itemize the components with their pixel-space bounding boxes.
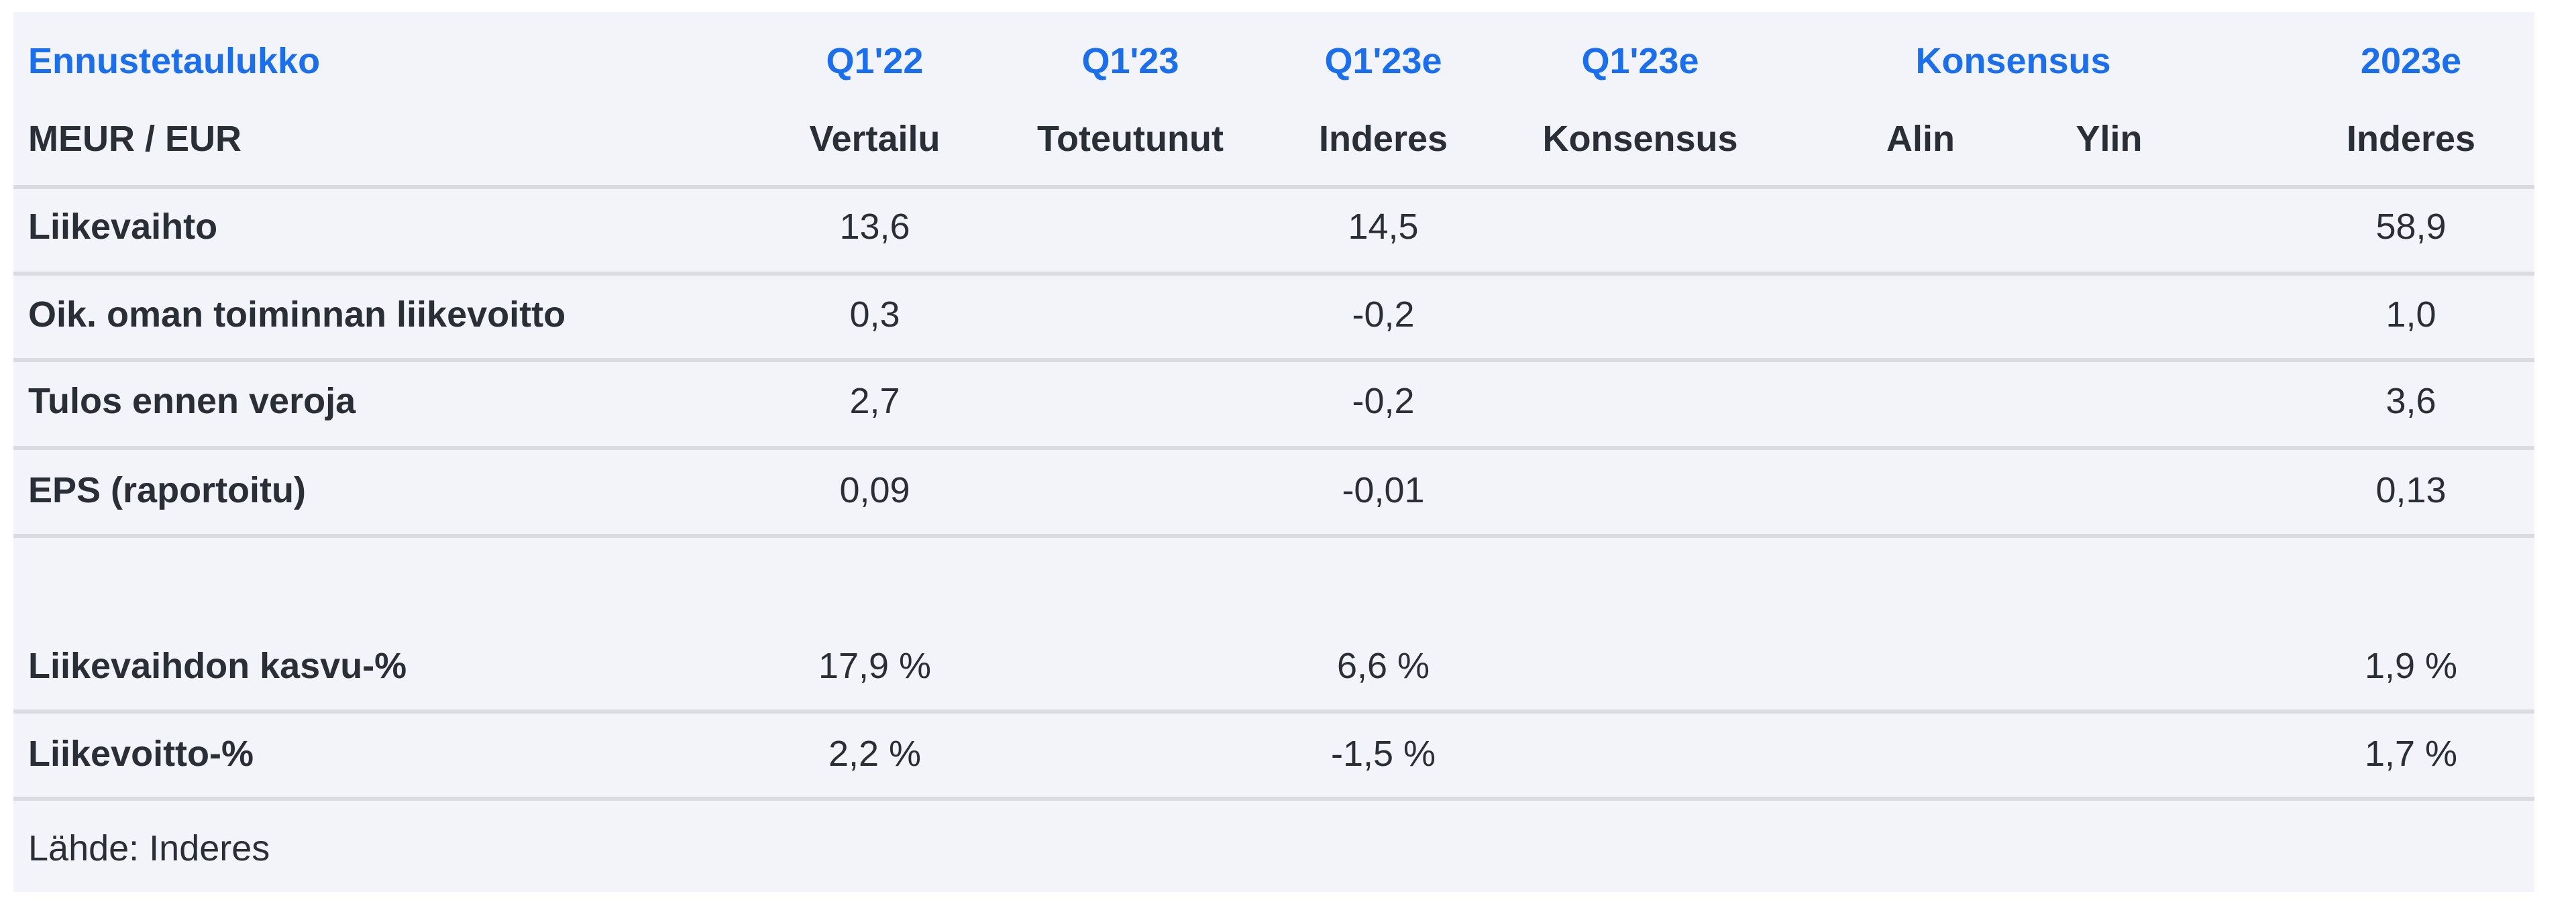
table-cell: 1,9 % (2364, 646, 2458, 686)
row-divider (13, 797, 2534, 801)
column-header-period: Q1'23 (1081, 41, 1179, 81)
row-label: Liikevaihdon kasvu-% (28, 646, 407, 686)
column-header-type: Inderes (1318, 119, 1448, 159)
table-cell: 13,6 (839, 207, 910, 247)
table-cell: -0,2 (1352, 381, 1415, 421)
table-cell: 0,13 (2375, 470, 2447, 510)
column-header-type: Vertailu (809, 119, 941, 159)
unit-label: MEUR / EUR (28, 119, 242, 159)
table-cell: 14,5 (1348, 207, 1419, 247)
row-divider (13, 710, 2534, 714)
column-header-period: Q1'23e (1581, 41, 1699, 81)
column-header-period: Q1'23e (1324, 41, 1442, 81)
table-cell: -0,01 (1342, 470, 1425, 510)
row-divider (13, 272, 2534, 276)
column-header-period: Q1'22 (826, 41, 924, 81)
table-cell: 0,3 (849, 294, 900, 335)
table-title: Ennustetaulukko (28, 41, 321, 81)
table-cell: -1,5 % (1330, 734, 1436, 774)
column-header-type: Konsensus (1542, 119, 1738, 159)
row-divider (13, 534, 2534, 538)
table-cell: 1,0 (2385, 294, 2436, 335)
table-cell: 2,2 % (828, 734, 922, 774)
row-divider (13, 358, 2534, 362)
column-header-period: 2023e (2360, 41, 2462, 81)
table-cell: 0,09 (839, 470, 910, 510)
row-label: Oik. oman toiminnan liikevoitto (28, 294, 566, 335)
row-label: Liikevaihto (28, 207, 218, 247)
row-divider (13, 446, 2534, 450)
row-label: Liikevoitto-% (28, 734, 254, 774)
table-cell: 17,9 % (818, 646, 932, 686)
column-header-type: Inderes (2346, 119, 2476, 159)
source-note: Lähde: Inderes (28, 828, 270, 868)
column-header-period: Konsensus (1915, 41, 2111, 81)
row-label: EPS (raportoitu) (28, 470, 306, 510)
column-header-type: Toteutunut (1037, 119, 1224, 159)
row-label: Tulos ennen veroja (28, 381, 356, 421)
table-cell: 1,7 % (2364, 734, 2458, 774)
table-cell: 3,6 (2385, 381, 2436, 421)
column-header-type: Alin (1886, 119, 1955, 159)
row-divider (13, 185, 2534, 189)
table-cell: 58,9 (2375, 207, 2447, 247)
forecast-table (13, 12, 2534, 892)
table-cell: -0,2 (1352, 294, 1415, 335)
table-cell: 6,6 % (1336, 646, 1430, 686)
table-cell: 2,7 (849, 381, 900, 421)
column-header-type: Ylin (2076, 119, 2143, 159)
